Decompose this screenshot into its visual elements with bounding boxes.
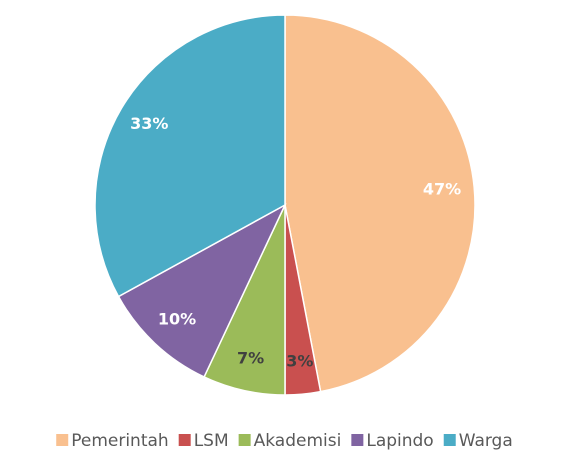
data-label: 7% — [237, 348, 264, 367]
pie-slice — [284, 14, 476, 393]
legend-label: LSM — [194, 431, 229, 451]
pie-slice — [94, 14, 286, 298]
data-label: 47% — [423, 180, 461, 199]
legend-label: Akademisi — [254, 431, 342, 451]
legend-swatch — [443, 434, 456, 446]
legend-swatch — [56, 434, 69, 446]
legend-swatch — [178, 434, 191, 446]
data-label: 33% — [130, 114, 168, 133]
data-label: 3% — [286, 352, 313, 371]
legend-label: Pemerintah — [71, 431, 168, 451]
legend-label: Lapindo — [366, 431, 433, 451]
pie-slice — [117, 203, 287, 378]
data-label: 10% — [158, 309, 196, 328]
legend-label: Warga — [459, 431, 513, 451]
legend-swatch — [351, 434, 364, 446]
legend-swatch — [238, 434, 251, 446]
